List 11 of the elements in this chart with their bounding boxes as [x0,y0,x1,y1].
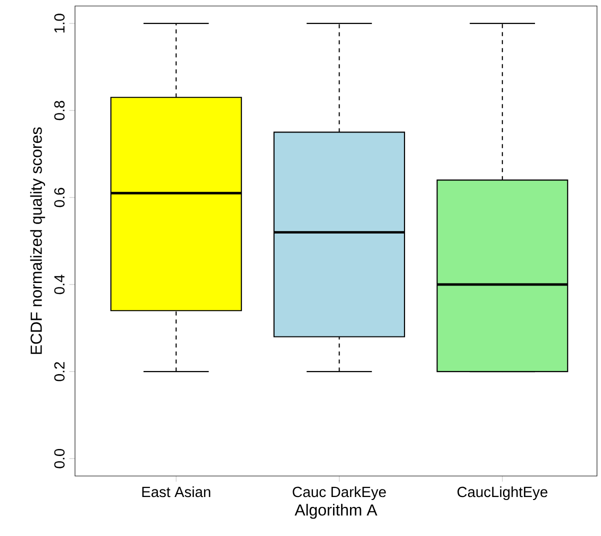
y-tick-label: 0.2 [54,362,65,382]
x-tick-label: Cauc DarkEye [292,486,386,500]
y-tick-label: 0.6 [54,188,65,208]
y-tick-label: 1.0 [54,14,65,32]
y-tick-label: 0.4 [54,274,65,294]
x-tick-label: CaucLightEye [457,486,548,500]
y-axis-title: ECDF normalized quality scores [30,127,46,354]
x-axis-title: Algorithm A [294,504,378,519]
x-tick-label: East Asian [142,486,210,498]
y-tick-label: 0.0 [54,448,65,468]
y-tick-label: 0.8 [54,100,65,120]
